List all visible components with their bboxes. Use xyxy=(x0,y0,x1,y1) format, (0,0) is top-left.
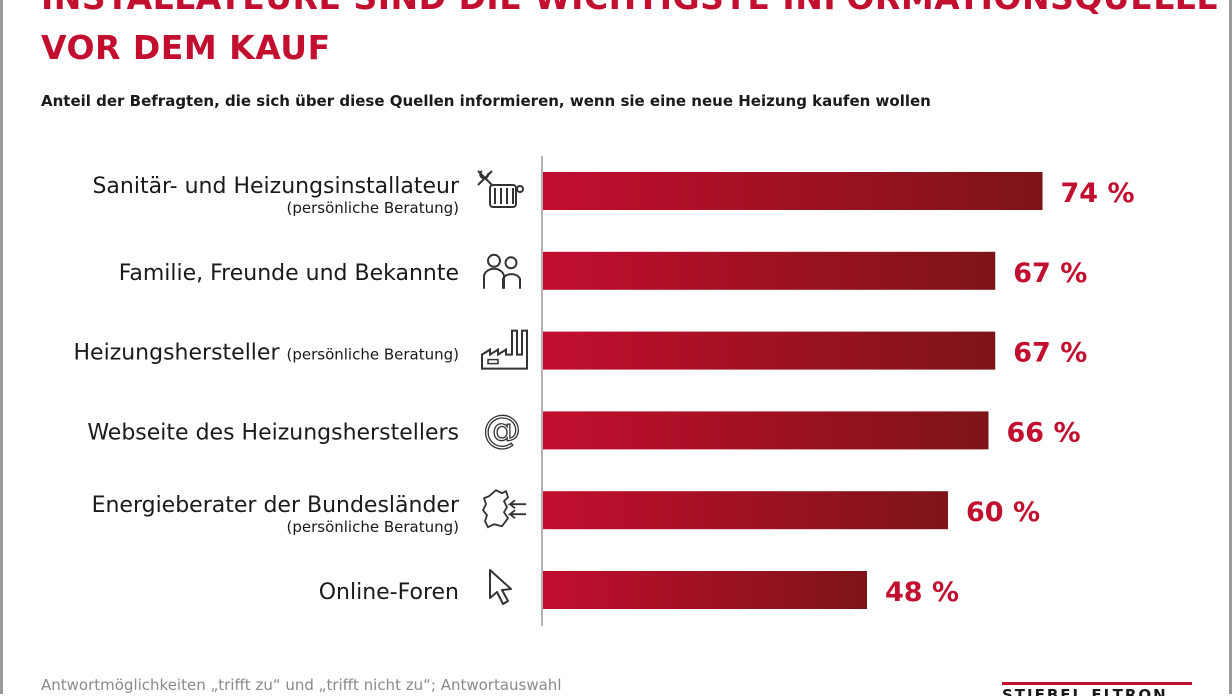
footnote: Antwortmöglichkeiten „trifft zu“ und „tr… xyxy=(41,676,562,694)
bar-row: 67 % Familie, Freunde und Bekannte xyxy=(119,251,1087,290)
logo-stripe xyxy=(1002,682,1192,685)
value-label: 74 % xyxy=(1061,178,1135,209)
category-label: Online-Foren xyxy=(319,580,459,605)
category-label: Heizungshersteller (persönliche Beratung… xyxy=(74,341,460,366)
chart-title-line-1: INSTALLATEURE SIND DIE WICHTIGSTE INFORM… xyxy=(41,0,1219,18)
category-label: Webseite des Heizungsherstellers xyxy=(87,420,459,445)
category-label: Energieberater der Bundesländer xyxy=(92,493,460,518)
people-icon xyxy=(483,253,521,289)
value-label: 67 % xyxy=(1013,258,1087,289)
value-label: 67 % xyxy=(1013,338,1087,369)
category-note: (persönliche Beratung) xyxy=(287,199,460,217)
bar xyxy=(543,331,996,370)
bar-row: 60 % Energieberater der Bundesländer(pers… xyxy=(92,489,1040,536)
chart-title-line-2: VOR DEM KAUF xyxy=(41,28,331,67)
brand-logo: STIEBEL ELTRON xyxy=(1002,682,1192,696)
bar xyxy=(543,411,989,450)
tools-radiator-icon xyxy=(477,170,524,208)
category-note: (persönliche Beratung) xyxy=(287,518,460,536)
chart-subtitle: Anteil der Befragten, die sich über dies… xyxy=(41,92,931,110)
svg-text:@: @ xyxy=(483,407,521,451)
category-label: Familie, Freunde und Bekannte xyxy=(119,261,459,286)
category-note: (persönliche Beratung) xyxy=(287,346,460,364)
factory-icon xyxy=(481,329,528,370)
bar xyxy=(543,491,948,530)
bar xyxy=(543,571,867,609)
logo-wordmark: STIEBEL ELTRON xyxy=(1002,686,1168,696)
category-label: Sanitär- und Heizungsinstallateur xyxy=(92,174,460,199)
at-sign-icon: @ xyxy=(482,407,521,452)
value-label: 66 % xyxy=(1007,417,1081,448)
bar-row: 48 % Online-Foren xyxy=(319,569,959,609)
bar-row: 74 % Sanitär- und Heizungsinstallateur(pe… xyxy=(92,170,1135,217)
cursor-icon xyxy=(489,569,512,605)
frame-right-border xyxy=(1229,0,1232,694)
value-label: 48 % xyxy=(885,577,959,608)
value-label: 60 % xyxy=(966,497,1040,528)
bar xyxy=(543,251,996,290)
bar-row: 66 % Webseite des Heizungsherstellers @ xyxy=(87,407,1081,452)
bar xyxy=(543,172,1043,210)
bar-row: 67 % Heizungshersteller (persönliche Bera… xyxy=(74,329,1087,370)
frame-left-border xyxy=(0,0,3,694)
germany-map-icon xyxy=(481,489,526,529)
category-label-text: Heizungshersteller xyxy=(74,341,287,366)
